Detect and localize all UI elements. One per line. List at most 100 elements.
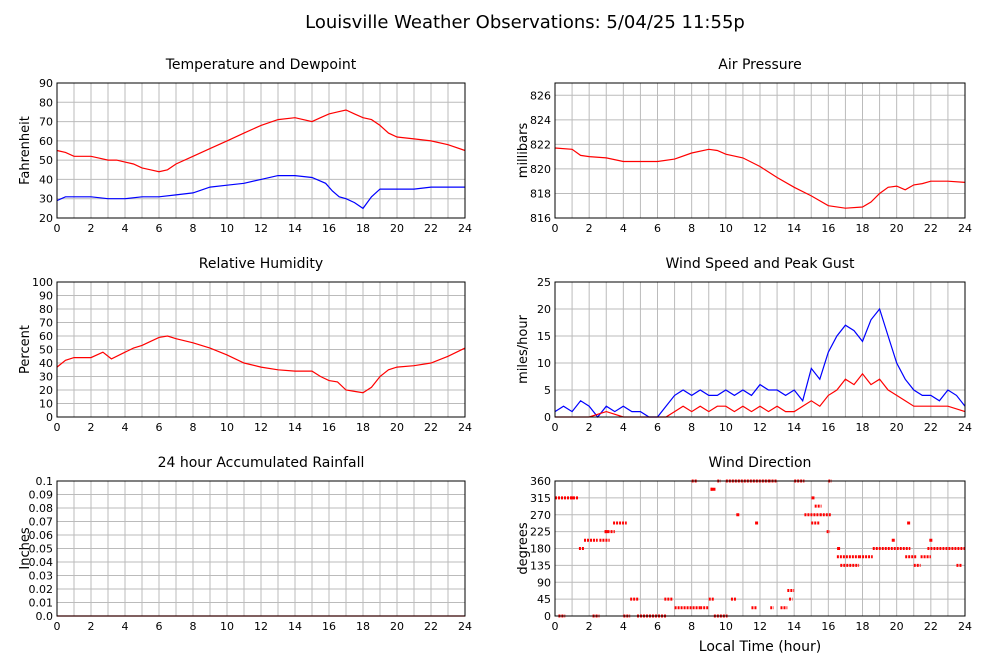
winddir-dir-point bbox=[811, 496, 815, 500]
rain-y-label: Inches bbox=[18, 527, 33, 569]
rain-y-tick-label: 0.1 bbox=[36, 475, 54, 488]
winddir-dir-point bbox=[837, 547, 841, 550]
humidity-frame bbox=[56, 281, 466, 418]
temp-x-tick-label: 18 bbox=[356, 222, 370, 235]
winddir-frame bbox=[554, 480, 966, 617]
humidity-y-tick-label: 80 bbox=[39, 303, 53, 316]
pressure-y-label: millibars bbox=[516, 123, 531, 179]
pressure-x-tick-label: 2 bbox=[586, 222, 593, 235]
temp-x-tick-label: 12 bbox=[254, 222, 268, 235]
winddir-y-tick-label: 225 bbox=[530, 526, 551, 539]
humidity-x-tick-label: 18 bbox=[356, 421, 370, 434]
winddir-x-tick-label: 22 bbox=[924, 620, 938, 633]
winddir-dir-point bbox=[736, 513, 740, 517]
pressure-x-tick-label: 6 bbox=[654, 222, 661, 235]
winddir-x-tick-label: 8 bbox=[688, 620, 695, 633]
humidity-x-tick-label: 4 bbox=[122, 421, 129, 434]
pressure-frame bbox=[554, 82, 966, 219]
wind-frame bbox=[554, 281, 966, 418]
humidity-y-tick-label: 10 bbox=[39, 398, 53, 411]
humidity-x-tick-label: 2 bbox=[88, 421, 95, 434]
temp-y-tick-label: 30 bbox=[39, 193, 53, 206]
page-title: Louisville Weather Observations: 5/04/25… bbox=[305, 12, 745, 33]
rain-y-tick-label: 0.09 bbox=[29, 489, 54, 502]
rain-x-tick-label: 14 bbox=[288, 620, 302, 633]
rain-x-tick-label: 18 bbox=[356, 620, 370, 633]
winddir-x-tick-label: 6 bbox=[654, 620, 661, 633]
wind-x-tick-label: 20 bbox=[890, 421, 904, 434]
winddir-y-tick-label: 135 bbox=[530, 559, 551, 572]
wind-x-tick-label: 18 bbox=[856, 421, 870, 434]
winddir-dir-point bbox=[604, 530, 608, 534]
humidity-y-tick-label: 100 bbox=[32, 276, 53, 289]
pressure-x-tick-label: 14 bbox=[787, 222, 801, 235]
rain-x-tick-label: 12 bbox=[254, 620, 268, 633]
rain-y-tick-label: 0.03 bbox=[29, 570, 54, 583]
humidity-y-tick-label: 50 bbox=[39, 344, 53, 357]
rain-x-tick-label: 6 bbox=[156, 620, 163, 633]
pressure-series-0 bbox=[554, 147, 966, 209]
temp-y-tick-label: 70 bbox=[39, 116, 53, 129]
winddir-x-tick-label: 0 bbox=[552, 620, 559, 633]
pressure-x-tick-label: 18 bbox=[856, 222, 870, 235]
rain-x-tick-label: 24 bbox=[458, 620, 472, 633]
humidity-x-tick-label: 24 bbox=[458, 421, 472, 434]
wind-x-tick-label: 16 bbox=[821, 421, 835, 434]
wind-x-tick-label: 8 bbox=[688, 421, 695, 434]
wind-y-tick-label: 0 bbox=[544, 411, 551, 424]
pressure-x-tick-label: 4 bbox=[620, 222, 627, 235]
rain-chart: 0.00.010.020.030.040.050.060.070.080.090… bbox=[18, 455, 472, 633]
wind-x-tick-label: 22 bbox=[924, 421, 938, 434]
pressure-x-tick-label: 20 bbox=[890, 222, 904, 235]
wind-x-tick-label: 24 bbox=[958, 421, 972, 434]
rain-x-tick-label: 16 bbox=[322, 620, 336, 633]
wind-x-tick-label: 4 bbox=[620, 421, 627, 434]
wind-y-tick-label: 20 bbox=[537, 303, 551, 316]
pressure-y-tick-label: 822 bbox=[530, 138, 551, 151]
rain-frame bbox=[56, 480, 466, 617]
x-axis-label: Local Time (hour) bbox=[699, 639, 821, 655]
temp-x-tick-label: 20 bbox=[390, 222, 404, 235]
temp-y-tick-label: 60 bbox=[39, 135, 53, 148]
pressure-y-tick-label: 816 bbox=[530, 212, 551, 225]
winddir-dir-point bbox=[755, 521, 759, 525]
winddir-x-tick-label: 14 bbox=[787, 620, 801, 633]
rain-y-tick-label: 0.01 bbox=[29, 597, 54, 610]
winddir-y-tick-label: 45 bbox=[537, 593, 551, 606]
temp-x-tick-label: 2 bbox=[88, 222, 95, 235]
winddir-dir-point bbox=[891, 538, 895, 542]
winddir-y-tick-label: 360 bbox=[530, 475, 551, 488]
winddir-y-tick-label: 180 bbox=[530, 543, 551, 556]
winddir-title: Wind Direction bbox=[709, 455, 812, 471]
temp-series-0 bbox=[56, 109, 466, 173]
humidity-y-label: Percent bbox=[18, 325, 33, 374]
temp-y-tick-label: 90 bbox=[39, 77, 53, 90]
humidity-x-tick-label: 16 bbox=[322, 421, 336, 434]
rain-y-tick-label: 0.02 bbox=[29, 583, 54, 596]
rain-y-tick-label: 0.08 bbox=[29, 502, 54, 515]
humidity-x-tick-label: 0 bbox=[54, 421, 61, 434]
rain-x-tick-label: 10 bbox=[220, 620, 234, 633]
humidity-y-tick-label: 30 bbox=[39, 371, 53, 384]
winddir-x-tick-label: 10 bbox=[719, 620, 733, 633]
wind-y-tick-label: 5 bbox=[544, 384, 551, 397]
humidity-x-tick-label: 6 bbox=[156, 421, 163, 434]
temp-x-tick-label: 22 bbox=[424, 222, 438, 235]
pressure-x-tick-label: 10 bbox=[719, 222, 733, 235]
rain-y-tick-label: 0.06 bbox=[29, 529, 54, 542]
wind-y-tick-label: 15 bbox=[537, 330, 551, 343]
temp-y-tick-label: 40 bbox=[39, 173, 53, 186]
winddir-y-tick-label: 0 bbox=[544, 610, 551, 623]
temp-y-tick-label: 20 bbox=[39, 212, 53, 225]
winddir-x-tick-label: 16 bbox=[821, 620, 835, 633]
winddir-dir-point bbox=[907, 521, 911, 525]
wind-title: Wind Speed and Peak Gust bbox=[666, 256, 855, 272]
wind-x-tick-label: 12 bbox=[753, 421, 767, 434]
humidity-y-tick-label: 0 bbox=[46, 411, 53, 424]
temp-x-tick-label: 8 bbox=[190, 222, 197, 235]
